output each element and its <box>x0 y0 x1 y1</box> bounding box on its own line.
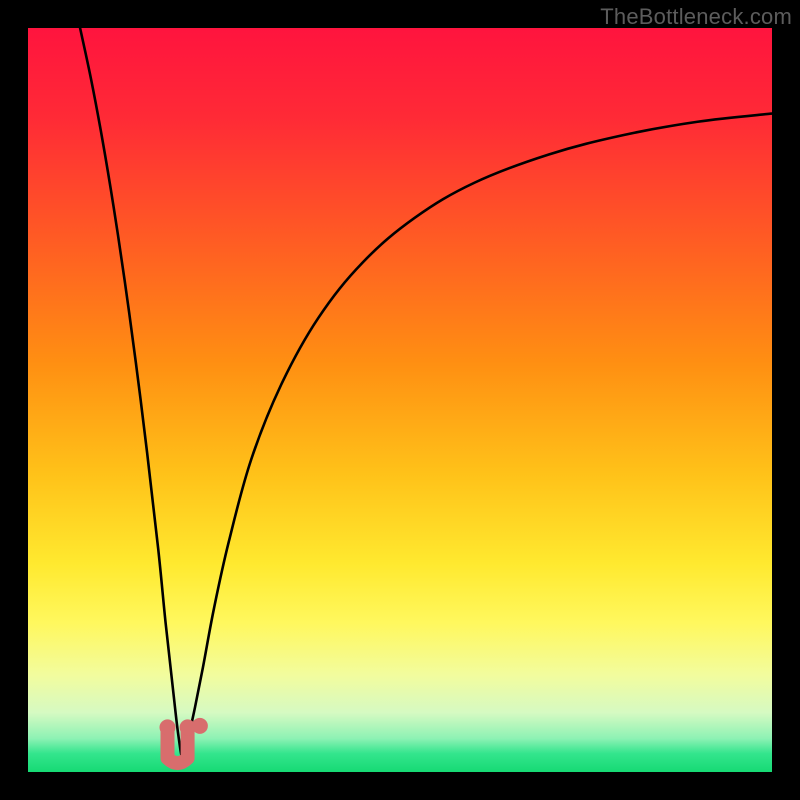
notch-marker-dot <box>192 718 208 734</box>
chart-root: TheBottleneck.com <box>0 0 800 800</box>
bottleneck-chart <box>0 0 800 800</box>
watermark-text: TheBottleneck.com <box>600 4 792 30</box>
notch-marker-u-cap-left <box>160 719 176 735</box>
